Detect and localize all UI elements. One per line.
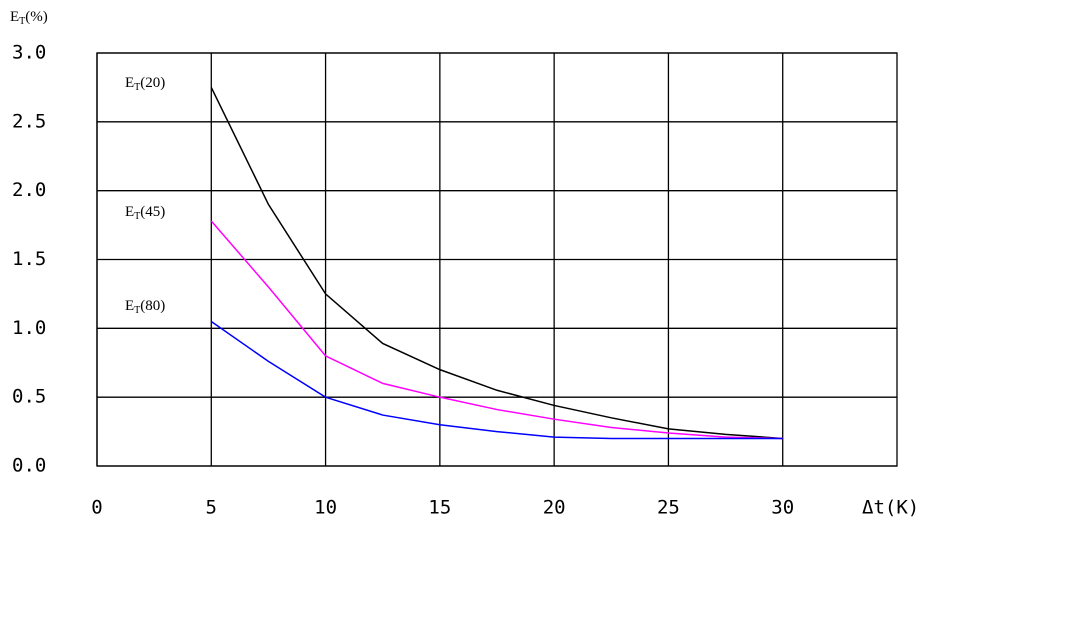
- series-line: [210, 320, 783, 440]
- y-axis-label: ET(%): [10, 9, 48, 27]
- series-line: [210, 87, 783, 440]
- series-label: ET(45): [125, 204, 165, 222]
- series-label: ET(20): [125, 75, 165, 93]
- x-axis-label: Δt(K): [862, 497, 919, 519]
- x-tick-label: 5: [206, 497, 217, 519]
- y-tick-label: 2.0: [12, 179, 46, 201]
- y-tick-label: 0.0: [12, 455, 46, 477]
- x-tick-label: 10: [314, 497, 337, 519]
- x-tick-label: 25: [657, 497, 680, 519]
- series-line: [210, 220, 783, 440]
- x-tick-label: 30: [771, 497, 794, 519]
- y-tick-label: 0.5: [12, 386, 46, 408]
- x-tick-label: 20: [543, 497, 566, 519]
- y-tick-label: 1.5: [12, 248, 46, 270]
- x-tick-label: 15: [428, 497, 451, 519]
- x-tick-label: 0: [91, 497, 102, 519]
- y-tick-label: 2.5: [12, 110, 46, 132]
- y-tick-label: 3.0: [12, 42, 46, 64]
- series-label: ET(80): [125, 298, 165, 316]
- y-tick-label: 1.0: [12, 317, 46, 339]
